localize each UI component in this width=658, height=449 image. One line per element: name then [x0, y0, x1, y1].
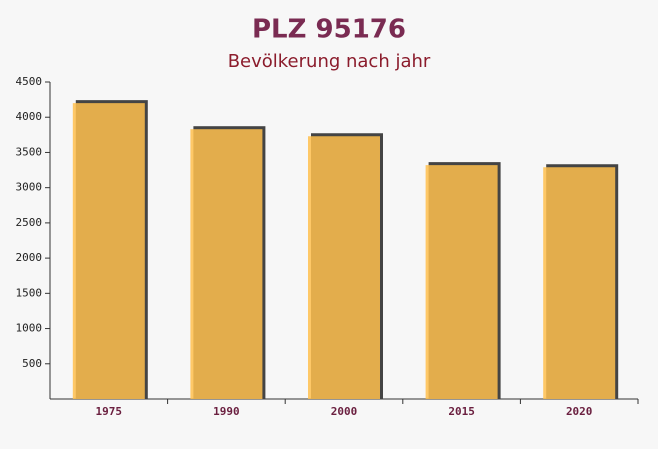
chart-subtitle: Bevölkerung nach jahr	[228, 51, 431, 72]
x-tick-label: 2000	[331, 405, 358, 418]
x-tick-label: 2015	[448, 405, 475, 418]
y-tick-label: 500	[22, 357, 42, 370]
y-tick-label: 4000	[16, 110, 43, 123]
y-tick-label: 3500	[16, 145, 43, 158]
y-tick-label: 2500	[16, 216, 43, 229]
bar	[543, 167, 616, 399]
x-tick-label: 1975	[96, 405, 123, 418]
y-tick-label: 3000	[16, 181, 43, 194]
y-tick-label: 1500	[16, 286, 43, 299]
y-tick-label: 4500	[16, 75, 43, 88]
chart-title: PLZ 95176	[252, 15, 406, 45]
bar	[308, 136, 380, 399]
bar	[190, 129, 263, 399]
bar	[72, 103, 145, 399]
y-tick-label: 1000	[16, 322, 43, 335]
x-tick-label: 2020	[566, 405, 593, 418]
x-tick-label: 1990	[213, 405, 240, 418]
bar	[425, 165, 498, 399]
y-tick-label: 2000	[16, 251, 43, 264]
